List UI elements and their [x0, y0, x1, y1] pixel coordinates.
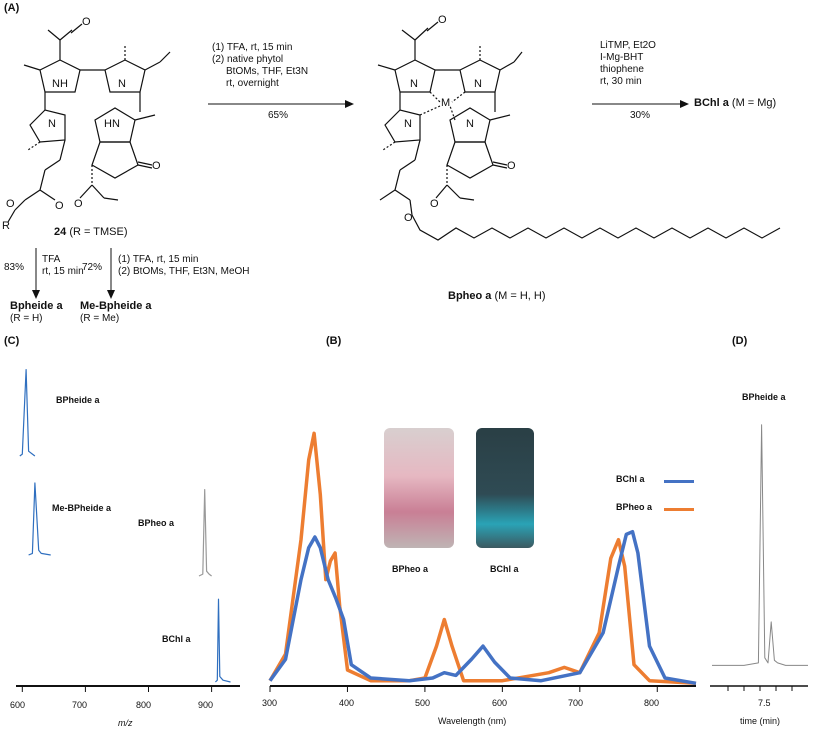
- panel-c-label: (C): [4, 335, 20, 347]
- atom-nh: NH: [52, 78, 68, 90]
- atom-n-1: N: [118, 78, 126, 90]
- photo-bchl-vial: [476, 428, 534, 548]
- atom-r: R: [2, 220, 10, 232]
- atom-o-1: O: [82, 16, 91, 28]
- atom-o-4: O: [55, 200, 64, 212]
- photo-label-bchl: BChl a: [490, 564, 519, 574]
- legend-swatch-bpheo: [664, 508, 694, 511]
- atom-o-3: O: [74, 198, 83, 210]
- bpheo-label: Bpheo a (M = H, H): [448, 290, 546, 302]
- uv-tick-400: 400: [339, 698, 355, 708]
- branch2-yield: 72%: [82, 262, 103, 273]
- uv-tick-800: 800: [644, 698, 660, 708]
- hplc-xlabel: time (min): [740, 716, 780, 726]
- uv-tick-300: 300: [262, 698, 278, 708]
- ms-spectrum-0: [19, 369, 36, 457]
- ms-tick-800: 800: [136, 700, 152, 710]
- atom-hn: HN: [104, 118, 120, 130]
- branch2-note: (R = Me): [80, 313, 120, 324]
- atom-n-2: N: [48, 118, 56, 130]
- uv-series-bpheo: [268, 431, 697, 686]
- legend-label-bchl: BChl a: [616, 474, 645, 484]
- hplc-trace: [712, 424, 808, 666]
- step2-conditions: LiTMP, Et2O I-Mg-BHT thiophene rt, 30 mi…: [600, 40, 656, 87]
- atom-o-9: O: [404, 212, 413, 224]
- branch1-product: Bpheide a: [10, 300, 63, 312]
- step1-conditions: (1) TFA, rt, 15 min (2) native phytol Bt…: [212, 42, 309, 89]
- ms-label-bpheide: BPheide a: [56, 395, 100, 405]
- uv-tick-600: 600: [492, 698, 508, 708]
- legend-label-bpheo: BPheo a: [616, 502, 653, 512]
- pyrrole-ring-a: [39, 59, 81, 93]
- ms-tick-600: 600: [10, 700, 26, 710]
- ms-label-bchl: BChl a: [162, 634, 191, 644]
- branch2-product: Me-Bpheide a: [80, 300, 152, 312]
- ms-spectrum-2: [198, 489, 212, 577]
- branch2-conditions: (1) TFA, rt, 15 min (2) BtOMs, THF, Et3N…: [118, 254, 250, 277]
- atom-o-5: O: [6, 198, 15, 210]
- branch1-note: (R = H): [10, 313, 43, 324]
- panel-a-label: (A): [4, 2, 20, 14]
- panel-d-label: (D): [732, 335, 748, 347]
- ms-label-me-bpheide: Me-BPheide a: [52, 503, 112, 513]
- ms-label-bpheo: BPheo a: [138, 518, 175, 528]
- ms-spectrum-1: [28, 482, 51, 556]
- photo-bpheo-vial: [384, 428, 454, 548]
- hplc-tick: 7.5: [758, 698, 771, 708]
- branch1-yield: 83%: [4, 262, 25, 273]
- photo-label-bpheo: BPheo a: [392, 564, 429, 574]
- atom-o-6: O: [438, 14, 447, 26]
- uv-tick-700: 700: [568, 698, 584, 708]
- ms-tick-900: 900: [198, 700, 214, 710]
- ms-xlabel: m/z: [118, 718, 133, 728]
- atom-n-5: N: [404, 118, 412, 130]
- panel-b-label: (B): [326, 335, 342, 347]
- atom-o-7: O: [507, 160, 516, 172]
- atom-m: M: [441, 97, 451, 109]
- step2-yield: 30%: [630, 110, 651, 121]
- step1-yield: 65%: [268, 110, 289, 121]
- hplc-title: BPheide a: [742, 392, 786, 402]
- compound-24-label: 24 (R = TMSE): [54, 226, 128, 238]
- ms-tick-700: 700: [72, 700, 88, 710]
- atom-n-4: N: [474, 78, 482, 90]
- uv-xlabel: Wavelength (nm): [438, 716, 507, 726]
- legend-swatch-bchl: [664, 480, 694, 483]
- atom-o-8: O: [430, 198, 439, 210]
- branch1-conditions: TFA rt, 15 min: [42, 254, 84, 277]
- atom-n-6: N: [466, 118, 474, 130]
- uv-series-bchl: [268, 529, 697, 686]
- ms-spectrum-3: [214, 598, 231, 683]
- uv-tick-500: 500: [415, 698, 431, 708]
- product-bchl: BChl a (M = Mg): [694, 97, 777, 109]
- atom-n-3: N: [410, 78, 418, 90]
- atom-o-2: O: [152, 160, 161, 172]
